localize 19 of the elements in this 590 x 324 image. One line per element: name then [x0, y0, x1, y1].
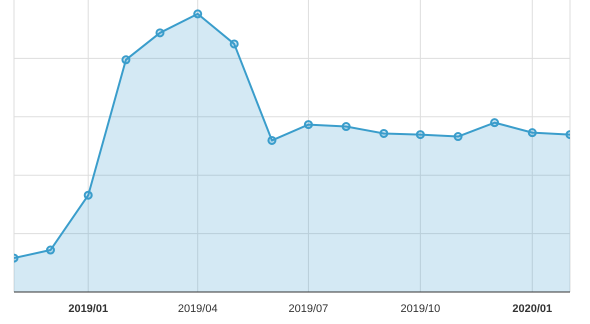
point — [490, 118, 500, 128]
point — [342, 122, 351, 132]
x-tick-label: 2019/10 — [400, 303, 440, 315]
x-tick-label: 2019/01 — [68, 303, 108, 315]
x-tick-label: 2019/07 — [288, 303, 328, 315]
point — [155, 28, 164, 38]
point — [454, 132, 463, 142]
point — [528, 128, 537, 138]
point — [267, 136, 276, 145]
point — [416, 130, 425, 140]
point — [379, 128, 388, 138]
point — [84, 190, 93, 200]
point — [230, 39, 239, 48]
point — [121, 55, 130, 64]
point — [46, 246, 55, 255]
point — [193, 9, 202, 18]
x-tick-label: 2020/01 — [512, 303, 552, 315]
x-tick-label: 2019/04 — [178, 303, 218, 315]
point — [304, 120, 313, 130]
